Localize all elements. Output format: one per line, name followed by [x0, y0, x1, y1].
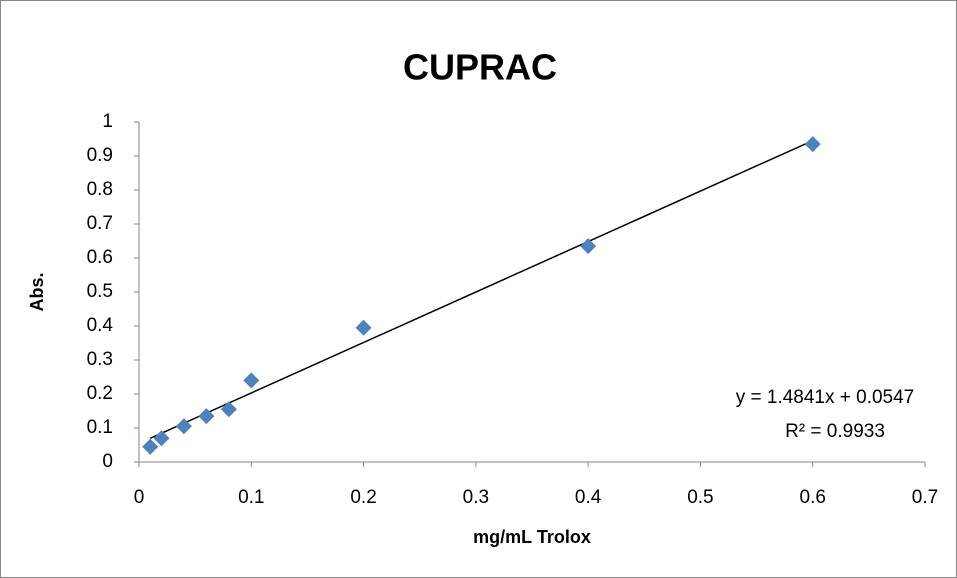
y-tick-label: 0.8 — [87, 179, 113, 200]
x-tick-label: 0.1 — [238, 487, 264, 508]
y-tick-label: 1 — [102, 111, 113, 132]
y-tick-label: 0.7 — [87, 213, 113, 234]
y-tick-label: 0.2 — [87, 383, 113, 404]
y-tick-label: 0.4 — [87, 315, 114, 336]
x-tick-label: 0.7 — [912, 487, 938, 508]
x-tick-label: 0.2 — [350, 487, 376, 508]
y-tick-label: 0.3 — [87, 349, 113, 370]
data-point — [220, 401, 237, 418]
chart-title: CUPRAC — [403, 47, 557, 88]
y-axis-label: Abs. — [27, 272, 47, 311]
trendline-equation: y = 1.4841x + 0.0547 — [736, 387, 915, 408]
data-point — [243, 372, 260, 389]
trendline-r2: R² = 0.9933 — [785, 421, 885, 442]
data-point — [804, 136, 821, 153]
data-point — [142, 438, 159, 455]
data-point — [355, 319, 372, 336]
data-point — [580, 238, 597, 255]
x-tick-label: 0.5 — [687, 487, 713, 508]
y-tick-label: 0.6 — [87, 247, 113, 268]
y-tick-label: 0.9 — [87, 145, 113, 166]
data-point — [175, 418, 192, 435]
trendline — [149, 139, 814, 440]
x-tick-label: 0.4 — [575, 487, 602, 508]
x-tick-label: 0 — [134, 487, 145, 508]
data-point — [198, 408, 215, 425]
data-point — [153, 430, 170, 447]
x-tick-label: 0.3 — [463, 487, 489, 508]
y-tick-label: 0.5 — [87, 281, 113, 302]
x-axis-label: mg/mL Trolox — [473, 527, 591, 547]
y-tick-label: 0 — [102, 451, 113, 472]
y-tick-label: 0.1 — [87, 417, 113, 438]
x-tick-label: 0.6 — [800, 487, 826, 508]
